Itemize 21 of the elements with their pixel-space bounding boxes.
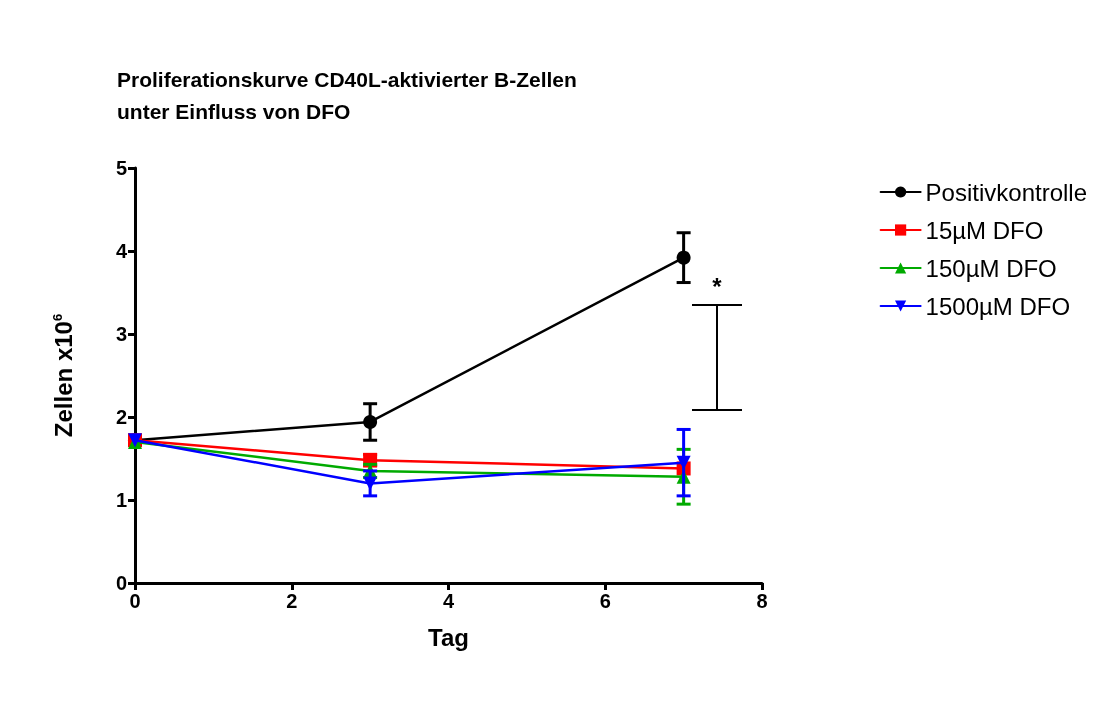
x-tick-label: 8 [756, 590, 768, 612]
y-axis-title: Zellen x106 [49, 313, 77, 438]
legend-label: 15µM DFO [925, 216, 1044, 244]
annotation: * [712, 273, 723, 300]
x-tick-label: 2 [286, 590, 298, 612]
legend-label: 150µM DFO [925, 254, 1057, 282]
legend-label: 1500µM DFO [925, 292, 1071, 320]
y-tick-label: 4 [115, 240, 128, 262]
x-tick-label: 4 [442, 590, 455, 612]
y-tick-label: 0 [115, 572, 127, 594]
y-tick-label: 5 [115, 157, 127, 179]
x-tick-label: 6 [599, 590, 611, 612]
x-axis-title: Tag [428, 623, 469, 651]
chart-title: Proliferationskurve CD40L-aktivierter B-Zellen unter Einfluss von DFO [117, 67, 577, 123]
point [676, 250, 691, 265]
y-tick-label: 1 [115, 489, 127, 511]
y-tick-label: 2 [115, 406, 127, 428]
legend-label: Positivkontrolle [925, 178, 1087, 206]
point [363, 414, 378, 429]
y-tick-label: 3 [115, 323, 127, 345]
x-tick-label: 0 [129, 590, 141, 612]
